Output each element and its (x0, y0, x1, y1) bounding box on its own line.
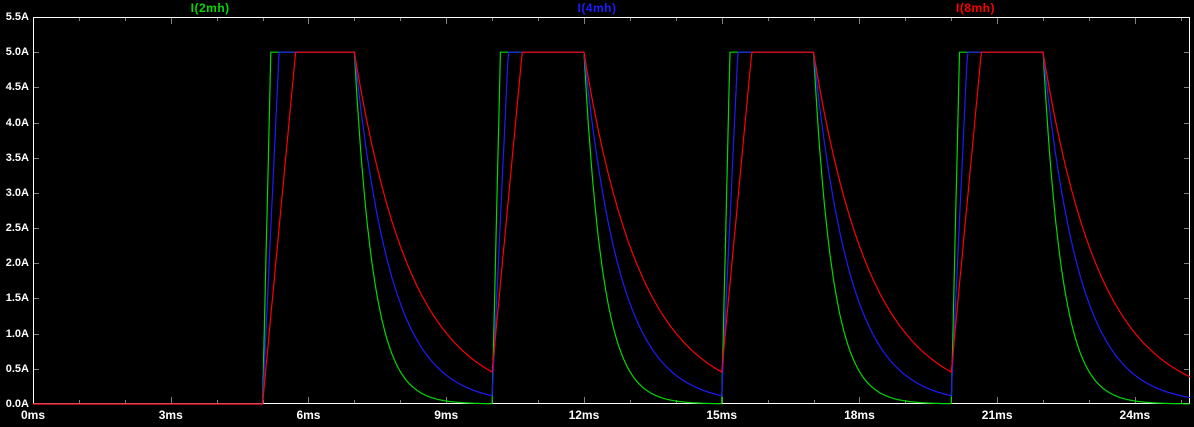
trace-I(4mh) (33, 51, 1191, 405)
trace-I(2mh) (33, 51, 1190, 405)
plot-border (33, 17, 1190, 404)
trace-I(8mh) (33, 51, 1191, 405)
